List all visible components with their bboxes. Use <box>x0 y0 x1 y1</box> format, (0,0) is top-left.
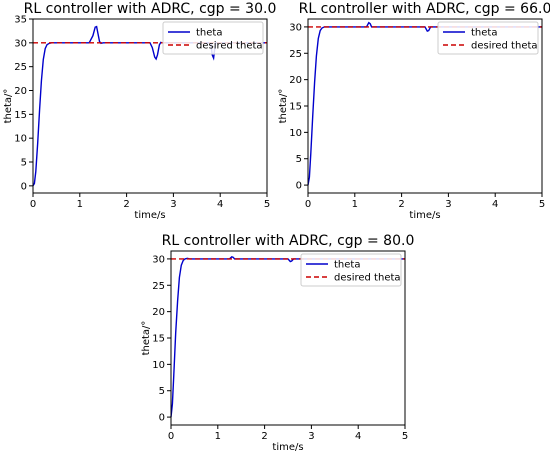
y-tick-label: 0 <box>296 181 302 192</box>
legend-label-theta: theta <box>334 260 360 271</box>
x-axis-label: time/s <box>134 210 165 221</box>
series-line-theta <box>170 255 405 418</box>
y-tick-label: 25 <box>152 281 165 292</box>
x-tick-label: 5 <box>264 199 270 210</box>
x-tick-label: 2 <box>123 199 129 210</box>
y-tick-label: 10 <box>152 360 165 371</box>
y-tick-label: 15 <box>289 102 302 113</box>
x-tick-label: 1 <box>215 431 221 442</box>
y-tick-label: 30 <box>289 22 302 33</box>
y-tick-label: 10 <box>289 128 302 139</box>
y-axis-label: theta/° <box>3 89 14 124</box>
legend-box <box>162 21 264 55</box>
x-tick-label: 3 <box>445 199 451 210</box>
y-tick-label: 15 <box>14 110 27 121</box>
legend-label-theta: theta <box>196 28 222 39</box>
y-tick-label: 30 <box>152 254 165 265</box>
chart-title: RL controller with ADRC, cgp = 30.0 <box>24 1 277 17</box>
x-tick-label: 1 <box>77 199 83 210</box>
x-axis-label: time/s <box>409 210 440 221</box>
y-tick-label: 5 <box>296 154 302 165</box>
y-tick-label: 15 <box>152 334 165 345</box>
y-tick-label: 35 <box>14 15 27 26</box>
plot-frame <box>32 18 268 194</box>
legend: theta desired theta <box>300 253 402 287</box>
chart-cgp-30: RL controller with ADRC, cgp = 30.0 time… <box>3 1 276 221</box>
y-tick-label: 0 <box>21 181 27 192</box>
legend-label-theta: theta <box>471 28 497 39</box>
x-tick-label: 3 <box>308 431 314 442</box>
x-tick-label: 4 <box>355 431 361 442</box>
y-tick-label: 5 <box>159 386 165 397</box>
y-axis-label: theta/° <box>278 89 289 124</box>
legend: theta desired theta <box>437 21 539 55</box>
y-tick-label: 20 <box>14 86 27 97</box>
x-tick-label: 4 <box>217 199 223 210</box>
y-tick-label: 25 <box>14 62 27 73</box>
x-axis-label: time/s <box>272 442 303 453</box>
legend-box <box>437 21 539 55</box>
chart-title: RL controller with ADRC, cgp = 80.0 <box>162 233 415 249</box>
x-tick-label: 2 <box>398 199 404 210</box>
x-tick-label: 3 <box>170 199 176 210</box>
y-tick-label: 0 <box>159 413 165 424</box>
x-tick-label: 4 <box>492 199 498 210</box>
legend-box <box>300 253 402 287</box>
legend-label-desired-theta: desired theta <box>334 273 401 284</box>
x-tick-label: 1 <box>352 199 358 210</box>
y-tick-label: 5 <box>21 158 27 169</box>
y-tick-label: 30 <box>14 38 27 49</box>
legend-label-desired-theta: desired theta <box>196 41 263 52</box>
y-tick-label: 20 <box>289 75 302 86</box>
chart-title: RL controller with ADRC, cgp = 66.0 <box>299 1 550 17</box>
x-tick-label: 0 <box>305 199 311 210</box>
x-tick-label: 2 <box>261 431 267 442</box>
x-tick-label: 0 <box>30 199 36 210</box>
chart-cgp-80: RL controller with ADRC, cgp = 80.0 time… <box>141 233 414 453</box>
x-tick-label: 0 <box>168 431 174 442</box>
x-tick-label: 5 <box>402 431 408 442</box>
chart-cgp-66: RL controller with ADRC, cgp = 66.0 time… <box>278 1 550 221</box>
y-tick-label: 25 <box>289 49 302 60</box>
y-tick-label: 10 <box>14 134 27 145</box>
y-tick-label: 20 <box>152 307 165 318</box>
series-line-theta <box>307 21 542 186</box>
legend-label-desired-theta: desired theta <box>471 41 538 52</box>
x-tick-label: 5 <box>539 199 545 210</box>
legend: theta desired theta <box>162 21 264 55</box>
y-axis-label: theta/° <box>141 321 152 356</box>
